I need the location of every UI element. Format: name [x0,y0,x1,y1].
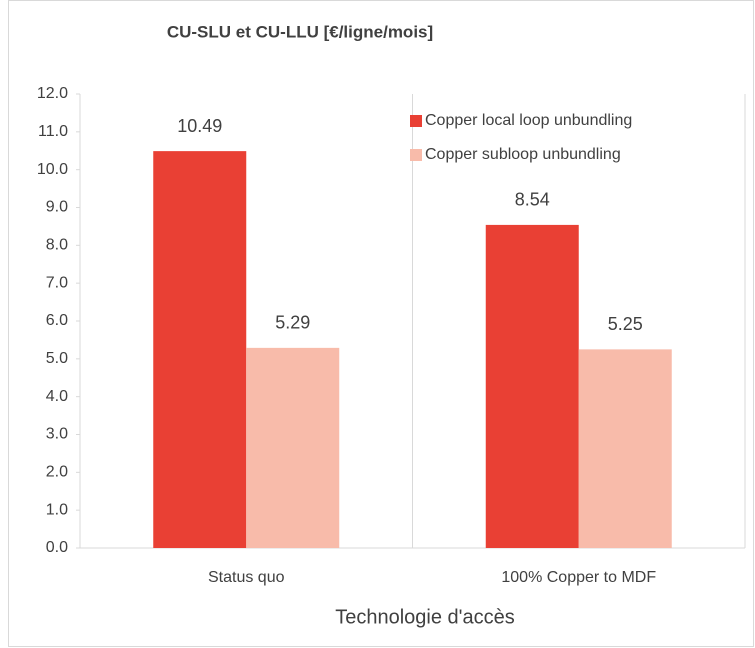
chart-title: CU-SLU et CU-LLU [€/ligne/mois] [167,22,433,41]
bar [153,151,247,548]
x-tick-label: 100% Copper to MDF [501,569,656,586]
data-label: 8.54 [515,190,550,210]
y-tick-label: 8.0 [46,237,68,254]
y-tick-label: 9.0 [46,199,68,216]
y-tick-label: 7.0 [46,274,68,291]
y-tick-label: 12.0 [37,85,68,102]
y-tick-label: 6.0 [46,312,68,329]
legend-swatch [410,115,422,127]
legend-label: Copper subloop unbundling [425,146,621,163]
y-tick-label: 5.0 [46,350,68,367]
data-label: 10.49 [177,116,222,136]
x-tick-label: Status quo [208,569,285,586]
bar [578,349,672,548]
y-tick-label: 11.0 [38,123,68,140]
y-tick-label: 2.0 [46,464,68,481]
legend-swatch [410,149,422,161]
y-tick-label: 4.0 [46,388,68,405]
y-tick-label: 3.0 [46,426,68,443]
y-tick-label: 1.0 [46,501,68,518]
y-tick-label: 0.0 [46,539,68,556]
bar [485,224,579,549]
legend-label: Copper local loop unbundling [425,112,632,129]
y-tick-label: 10.0 [37,161,68,178]
data-label: 5.29 [275,313,310,333]
data-label: 5.25 [608,314,643,334]
bar [246,347,340,548]
x-axis-label: Technologie d'accès [335,606,515,628]
